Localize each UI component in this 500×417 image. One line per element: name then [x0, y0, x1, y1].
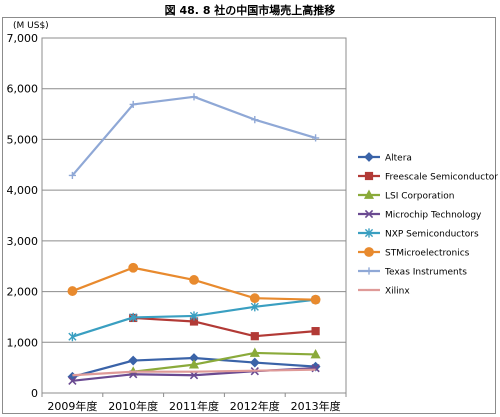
chart-frame — [2, 17, 496, 414]
legend-entry: Texas Instruments — [384, 268, 467, 278]
legend-marker — [364, 228, 374, 238]
data-point — [189, 275, 199, 285]
data-point — [310, 349, 321, 359]
y-tick-label: 2,000 — [7, 286, 39, 299]
data-point — [310, 294, 321, 305]
y-axis-unit-label: (M US$) — [13, 21, 49, 31]
y-tick-label: 4,000 — [7, 184, 39, 197]
data-point — [249, 357, 260, 368]
data-point — [68, 376, 77, 385]
data-point — [128, 355, 139, 366]
data-point — [311, 327, 320, 336]
y-tick-label: 5,000 — [7, 133, 39, 146]
data-point — [250, 332, 259, 341]
plot-area — [41, 37, 347, 394]
series-line-8 — [72, 368, 316, 377]
legend-entry: Xilinx — [385, 287, 410, 297]
data-point — [190, 93, 198, 101]
legend-marker — [364, 171, 374, 181]
legend-entry: STMicroelectronics — [385, 249, 470, 259]
data-point — [68, 171, 76, 180]
data-point — [249, 293, 260, 304]
legend-entry: Microchip Technology — [385, 211, 482, 221]
x-tick-label: 2012年度 — [230, 399, 280, 413]
data-point — [189, 311, 199, 321]
data-point — [251, 116, 259, 124]
x-tick-label: 2010年度 — [108, 399, 158, 413]
legend-marker — [364, 152, 374, 162]
legend-marker — [363, 189, 375, 199]
x-tick-label: 2013年度 — [291, 399, 341, 413]
legend-marker — [364, 247, 374, 257]
y-tick-label: 0 — [31, 387, 38, 400]
series-line-2 — [133, 316, 316, 338]
legend-entry: LSI Corporation — [385, 192, 454, 202]
data-point — [312, 134, 320, 142]
legend-entry: Freescale Semiconductor — [385, 173, 498, 183]
y-tick-label: 6,000 — [7, 83, 39, 96]
chart-title: 図 48. 8 社の中国市場売上高推移 — [164, 4, 336, 17]
series-line-7 — [71, 95, 316, 177]
legend-entry: Altera — [385, 154, 412, 164]
y-tick-label: 7,000 — [7, 32, 39, 45]
data-point — [189, 371, 199, 380]
data-point — [129, 100, 137, 109]
data-point — [249, 347, 260, 357]
data-point — [250, 302, 259, 312]
data-point — [128, 262, 139, 273]
data-point — [67, 286, 78, 296]
data-point — [188, 359, 200, 369]
data-point — [129, 312, 138, 323]
series-line-3 — [133, 351, 316, 373]
legend-entry: NXP Semiconductors — [385, 230, 479, 240]
x-tick-label: 2011年度 — [169, 399, 219, 413]
legend-marker — [365, 267, 373, 275]
x-tick-label: 2009年度 — [47, 399, 97, 413]
y-tick-label: 3,000 — [7, 235, 39, 248]
y-tick-label: 1,000 — [7, 336, 39, 349]
legend-marker — [364, 209, 374, 219]
data-point — [68, 332, 77, 342]
